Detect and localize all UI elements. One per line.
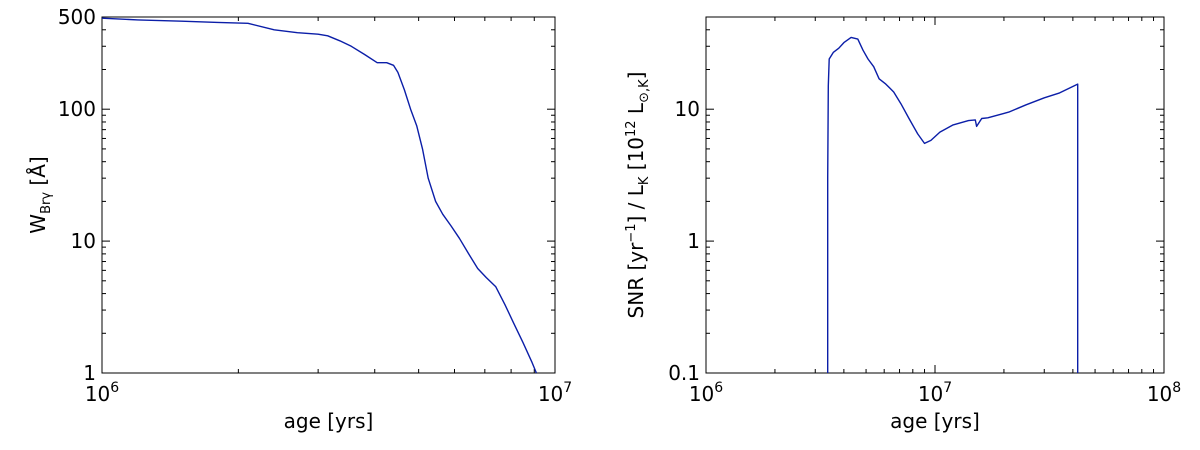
y-label-part: ] bbox=[624, 72, 648, 80]
y-label-rest: [Å] bbox=[26, 156, 50, 192]
y-label-superscript: −1 bbox=[624, 224, 639, 243]
x-tick-label: 106 bbox=[689, 380, 723, 406]
y-tick-label: 100 bbox=[58, 97, 96, 121]
x-axis-ticks bbox=[101, 17, 556, 373]
x-tick-exponent: 7 bbox=[943, 380, 952, 396]
y-label-part: SNR [yr bbox=[624, 242, 648, 319]
x-tick-label: 107 bbox=[918, 380, 952, 406]
y-axis-label: WBrγ [Å] bbox=[26, 156, 54, 233]
y-label-superscript: 12 bbox=[624, 120, 639, 137]
x-tick-label: 107 bbox=[538, 380, 572, 406]
y-tick-label: 10 bbox=[71, 229, 96, 253]
plot-frame bbox=[705, 16, 1165, 374]
y-axis-label: SNR [yr−1] / LK [1012 L⊙,K] bbox=[624, 72, 652, 319]
x-axis-label: age [yrs] bbox=[284, 409, 374, 433]
y-label-main: W bbox=[26, 214, 50, 234]
x-tick-base: 10 bbox=[689, 382, 714, 406]
y-tick-label: 1 bbox=[687, 229, 700, 253]
y-axis-ticks bbox=[102, 16, 555, 374]
x-tick-label: 106 bbox=[85, 380, 119, 406]
y-label-part: [10 bbox=[624, 137, 648, 177]
y-tick-label: 0.1 bbox=[668, 361, 700, 385]
y-label-subscript: K bbox=[637, 176, 652, 185]
series-line-1 bbox=[827, 36, 1079, 373]
x-axis-label: age [yrs] bbox=[890, 409, 980, 433]
y-axis-ticks bbox=[706, 16, 1164, 374]
y-tick-label: 1 bbox=[83, 361, 96, 385]
x-tick-base: 10 bbox=[918, 382, 943, 406]
y-label-subscript: ⊙,K bbox=[637, 79, 652, 103]
series-line-1 bbox=[101, 17, 538, 374]
x-tick-base: 10 bbox=[85, 382, 110, 406]
x-tick-exponent: 8 bbox=[1172, 380, 1181, 396]
y-label-part: ] / L bbox=[624, 184, 648, 223]
x-tick-label: 108 bbox=[1147, 380, 1181, 406]
x-tick-base: 10 bbox=[1147, 382, 1172, 406]
x-tick-exponent: 6 bbox=[110, 380, 119, 396]
y-tick-label: 10 bbox=[675, 97, 700, 121]
x-tick-base: 10 bbox=[538, 382, 563, 406]
x-tick-exponent: 7 bbox=[563, 380, 572, 396]
x-tick-exponent: 6 bbox=[714, 380, 723, 396]
x-axis-ticks bbox=[705, 17, 1165, 373]
y-tick-label: 500 bbox=[58, 5, 96, 29]
y-label-part: L bbox=[624, 102, 648, 120]
plot-frame bbox=[101, 16, 556, 374]
y-label-subscript: Brγ bbox=[39, 192, 54, 214]
